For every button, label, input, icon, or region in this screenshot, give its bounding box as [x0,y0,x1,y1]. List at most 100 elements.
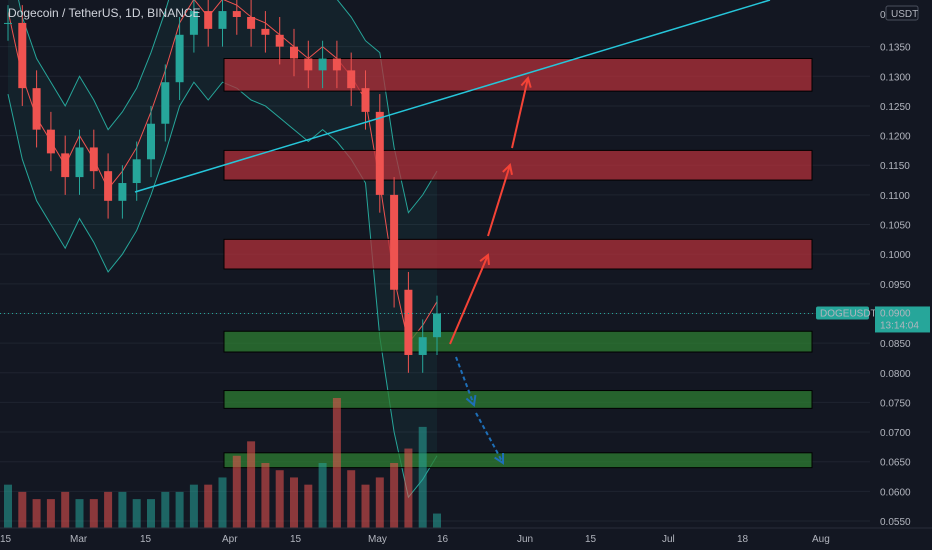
time-tick-label: May [368,534,387,545]
price-tag-countdown: 13:14:04 [880,320,919,331]
price-axis-panel [870,0,932,550]
price-tick-label: 0.0750 [880,398,911,409]
arrow-shaft [487,164,511,237]
candle-body [390,194,399,290]
volume-bar [118,491,127,528]
volume-bar [304,484,313,528]
price-tick-label: 0.0550 [880,517,911,528]
price-tick-label: 0.1200 [880,132,911,143]
bullish-arrow-1 [449,253,490,345]
price-top-label: 0 [880,10,886,21]
volume-bar [75,499,84,528]
arrowhead [520,75,532,88]
price-tag [875,306,930,333]
candle-body [175,34,184,83]
volume-bar [261,463,270,528]
time-tick-label: 15 [0,534,12,545]
volume-bar [204,484,213,528]
candle-body [247,17,256,29]
time-tick-label: 16 [437,534,449,545]
candle-body [304,58,313,71]
support-zone [223,452,813,469]
price-tag-value: 0.0900 [880,308,911,319]
volume-bars [4,398,441,528]
resistance-zone [223,238,813,270]
volume-bar [361,484,370,528]
candle-body [375,111,384,195]
time-axis-panel [0,528,932,550]
volume-bar [32,499,41,528]
candle-body [118,183,127,201]
volume-bar [218,477,227,528]
price-tick-label: 0.0650 [880,458,911,469]
volume-bar [318,463,327,528]
time-tick-label: Jul [662,534,675,545]
arrowhead [479,253,490,266]
price-tick-label: 0.0850 [880,339,911,350]
bullish-arrow-2 [487,163,513,237]
candle-body [46,129,55,154]
price-tick-label: 0.1250 [880,102,911,113]
volume-bar [61,491,70,528]
candle-body [4,22,12,24]
candle-body [290,46,298,59]
candle-body [32,88,41,130]
time-tick-label: Apr [222,534,238,545]
arrowhead [502,163,513,175]
volume-bar [418,426,427,528]
candle-body [204,11,213,29]
resistance-zone [223,149,813,181]
volume-bar [375,477,384,528]
price-tick-label: 0.1350 [880,43,911,54]
candle-body [218,11,227,29]
time-axis: 15 Mar 15 Apr 15 May 16 Jun 15 Jul 18 Aug [0,534,830,545]
volume-bar [175,491,184,528]
price-tick-label: 0.1100 [880,191,910,202]
volume-bar [290,477,298,528]
price-tick-label: 0.1150 [880,161,910,172]
currency-label: USDT [891,9,918,20]
candle-body [147,123,155,160]
volume-bar [89,499,98,528]
candles [4,0,441,373]
price-tick-label: 0.0950 [880,280,911,291]
time-tick-label: Mar [70,534,88,545]
trendline [134,0,771,193]
chart-title: Dogecoin / TetherUS, 1D, BINANCE [8,6,201,20]
candle-body [18,22,27,89]
arrow-shaft [455,356,475,406]
symbol-tag-label: DOGEUSDT [820,308,877,319]
candle-body [61,153,70,178]
bearish-arrow-2 [475,412,505,465]
volume-bar [232,455,241,528]
arrowhead [465,394,477,407]
volume-bar [132,499,141,528]
candle-body [89,147,98,172]
price-tick-label: 0.1300 [880,72,911,83]
volume-bar [332,398,341,528]
time-tick-label: Aug [812,534,830,545]
candle-body [275,34,284,47]
candle-body [104,171,113,201]
volume-bar [275,470,284,528]
volume-bar [347,470,356,528]
candle-body [361,88,370,112]
candle-body [332,58,341,71]
price-tick-label: 0.0600 [880,487,911,498]
candle-body [418,337,427,355]
price-tick-label: 0.0800 [880,369,911,380]
volume-bar [18,491,27,528]
candle-body [404,289,413,355]
candle-body [433,313,441,338]
volume-bar [433,513,441,528]
volume-bar [404,448,413,528]
arrow-shaft [475,412,504,464]
time-tick-label: 15 [140,534,152,545]
arrow-shaft [449,254,489,345]
bollinger-lower [7,81,438,499]
price-tick-label: 0.1050 [880,221,911,232]
volume-bar [4,484,12,528]
bullish-arrow-3 [511,75,532,149]
candle-body [161,82,170,124]
